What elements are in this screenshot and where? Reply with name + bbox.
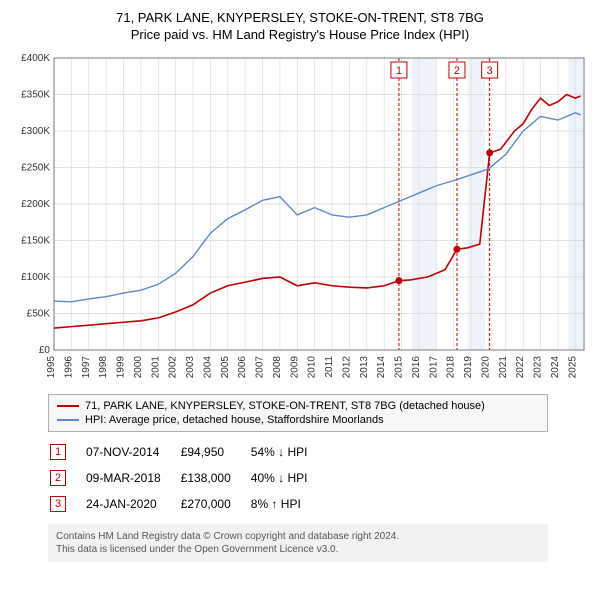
svg-text:1997: 1997 xyxy=(81,356,92,379)
svg-text:2003: 2003 xyxy=(185,356,196,379)
svg-text:2002: 2002 xyxy=(168,356,179,379)
sale-row: 2 09-MAR-2018£138,00040% ↓ HPI xyxy=(50,466,325,490)
svg-text:£0: £0 xyxy=(39,345,51,356)
sale-date: 07-NOV-2014 xyxy=(86,440,179,464)
legend-label-hpi: HPI: Average price, detached house, Staf… xyxy=(85,414,384,426)
sale-price: £270,000 xyxy=(181,492,249,516)
svg-text:2004: 2004 xyxy=(202,356,213,379)
svg-text:2016: 2016 xyxy=(411,356,422,379)
svg-text:2020: 2020 xyxy=(480,356,491,379)
sale-row: 3 24-JAN-2020£270,0008% ↑ HPI xyxy=(50,492,325,516)
footer-line-1: Contains HM Land Registry data © Crown c… xyxy=(56,530,540,543)
sale-date: 24-JAN-2020 xyxy=(86,492,179,516)
svg-text:£350K: £350K xyxy=(21,90,50,101)
svg-text:2017: 2017 xyxy=(428,356,439,379)
svg-text:2015: 2015 xyxy=(394,356,405,379)
svg-text:1995: 1995 xyxy=(46,356,57,379)
svg-text:£200K: £200K xyxy=(21,199,50,210)
title-line-2: Price paid vs. HM Land Registry's House … xyxy=(10,27,590,42)
svg-text:2007: 2007 xyxy=(255,356,266,379)
svg-text:2009: 2009 xyxy=(289,356,300,379)
svg-text:1996: 1996 xyxy=(63,356,74,379)
svg-text:£150K: £150K xyxy=(21,236,50,247)
legend-item-price: 71, PARK LANE, KNYPERSLEY, STOKE-ON-TREN… xyxy=(57,399,539,413)
svg-text:2008: 2008 xyxy=(272,356,283,379)
svg-text:3: 3 xyxy=(487,65,493,77)
svg-text:2013: 2013 xyxy=(359,356,370,379)
svg-text:£400K: £400K xyxy=(21,53,50,64)
svg-text:2018: 2018 xyxy=(446,356,457,379)
svg-text:2023: 2023 xyxy=(533,356,544,379)
chart-title-block: 71, PARK LANE, KNYPERSLEY, STOKE-ON-TREN… xyxy=(10,10,590,42)
svg-text:2006: 2006 xyxy=(237,356,248,379)
svg-text:2001: 2001 xyxy=(150,356,161,379)
sale-marker: 1 xyxy=(50,444,66,460)
legend-label-price: 71, PARK LANE, KNYPERSLEY, STOKE-ON-TREN… xyxy=(85,400,485,412)
title-line-1: 71, PARK LANE, KNYPERSLEY, STOKE-ON-TREN… xyxy=(10,10,590,25)
svg-text:1998: 1998 xyxy=(98,356,109,379)
line-chart-svg: £0 £50K £100K £150K £200K £250K £300K £350K £400… xyxy=(10,50,590,390)
footer-line-2: This data is licensed under the Open Gov… xyxy=(56,543,540,556)
svg-text:2012: 2012 xyxy=(341,356,352,379)
svg-text:2025: 2025 xyxy=(567,356,578,379)
svg-text:£100K: £100K xyxy=(21,272,50,283)
sale-price: £94,950 xyxy=(181,440,249,464)
svg-text:2011: 2011 xyxy=(324,356,335,378)
sales-table: 1 07-NOV-2014£94,95054% ↓ HPI 2 09-MAR-2018… xyxy=(48,438,327,518)
svg-text:2022: 2022 xyxy=(515,356,526,379)
svg-text:2019: 2019 xyxy=(463,356,474,379)
svg-text:2: 2 xyxy=(454,65,460,77)
svg-text:1999: 1999 xyxy=(116,356,127,379)
svg-text:1: 1 xyxy=(396,65,402,77)
svg-text:£250K: £250K xyxy=(21,163,50,174)
svg-text:2014: 2014 xyxy=(376,356,387,379)
legend: 71, PARK LANE, KNYPERSLEY, STOKE-ON-TREN… xyxy=(48,394,548,432)
sale-delta: 40% ↓ HPI xyxy=(251,466,326,490)
svg-text:2010: 2010 xyxy=(307,356,318,379)
legend-swatch-hpi xyxy=(57,419,79,421)
sale-delta: 8% ↑ HPI xyxy=(251,492,326,516)
chart-area: £0 £50K £100K £150K £200K £250K £300K £350K £400… xyxy=(10,50,590,390)
svg-text:2000: 2000 xyxy=(133,356,144,379)
svg-text:£300K: £300K xyxy=(21,126,50,137)
legend-item-hpi: HPI: Average price, detached house, Staf… xyxy=(57,413,539,427)
sale-marker: 3 xyxy=(50,496,66,512)
attribution-footer: Contains HM Land Registry data © Crown c… xyxy=(48,524,548,562)
sale-price: £138,000 xyxy=(181,466,249,490)
sale-marker: 2 xyxy=(50,470,66,486)
sale-row: 1 07-NOV-2014£94,95054% ↓ HPI xyxy=(50,440,325,464)
legend-swatch-price xyxy=(57,405,79,407)
sale-delta: 54% ↓ HPI xyxy=(251,440,326,464)
svg-text:2021: 2021 xyxy=(498,356,509,379)
svg-text:2005: 2005 xyxy=(220,356,231,379)
svg-text:2024: 2024 xyxy=(550,356,561,379)
svg-text:£50K: £50K xyxy=(27,309,51,320)
sale-date: 09-MAR-2018 xyxy=(86,466,179,490)
